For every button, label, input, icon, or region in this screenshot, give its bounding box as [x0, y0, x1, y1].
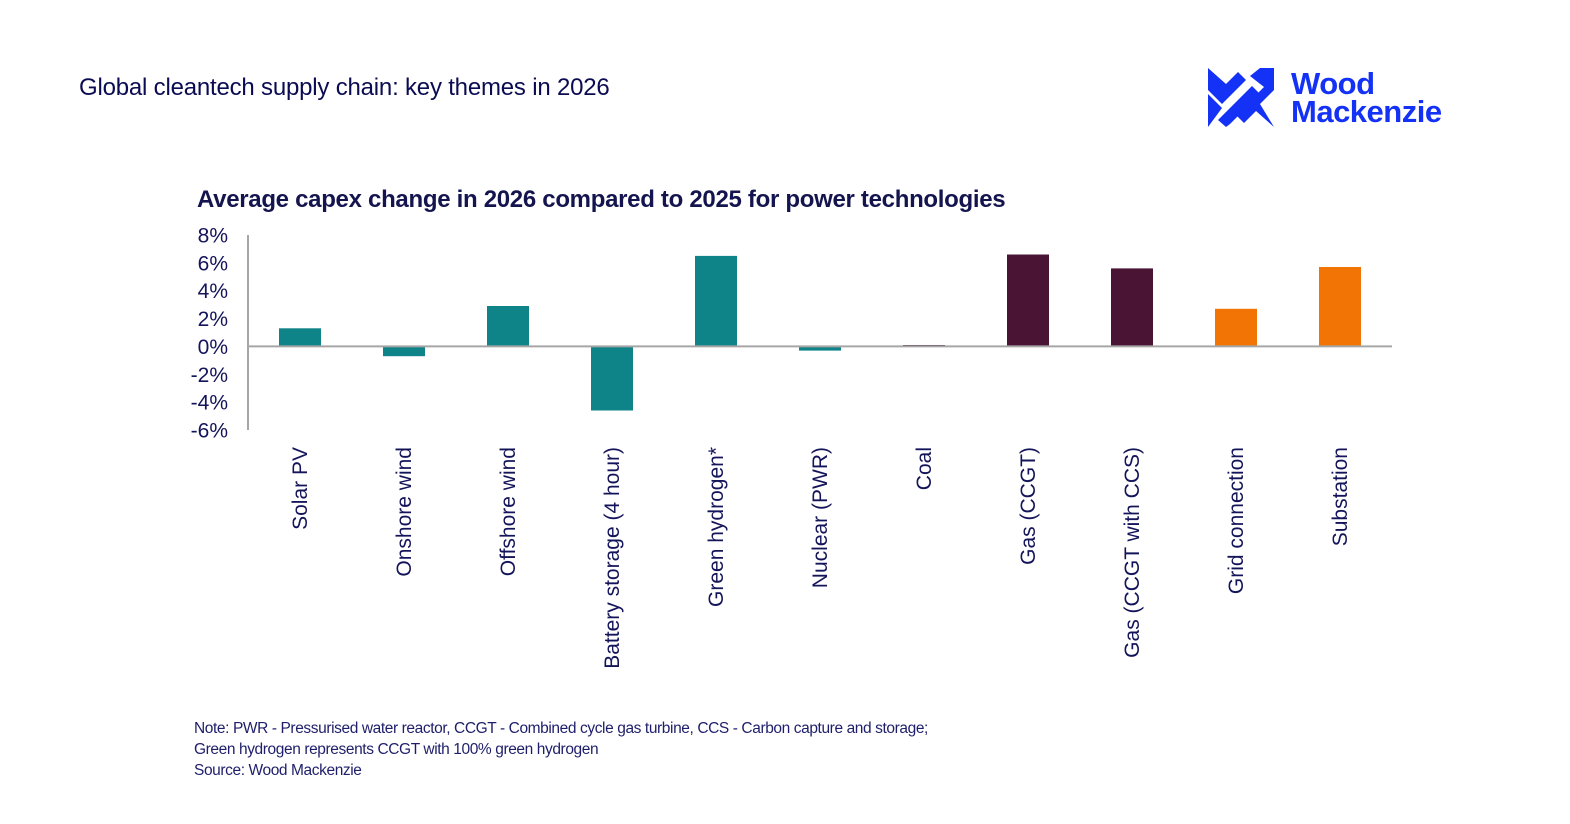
y-tick-label: -2% [191, 364, 228, 387]
bars-group [279, 254, 1361, 411]
x-tick-label: Onshore wind [393, 447, 416, 577]
note-abbreviations: Note: PWR - Pressurised water reactor, C… [194, 720, 928, 737]
bar-offshore-wind [487, 306, 529, 347]
x-tick-label: Green hydrogen* [705, 447, 728, 607]
bar-nuclear-pwr [799, 346, 841, 351]
source-note: Source: Wood Mackenzie [194, 762, 362, 779]
x-tick-label: Grid connection [1225, 447, 1248, 594]
bar-onshore-wind [383, 346, 425, 357]
axes-group [247, 235, 1392, 430]
logo-line-2: Mackenzie [1291, 93, 1442, 129]
y-tick-label: 6% [198, 252, 228, 275]
x-tick-label: Gas (CCGT) [1017, 447, 1040, 565]
y-tick-labels: 8% 6% 4% 2% 0% -2% -4% -6% [191, 225, 228, 443]
x-tick-label: Nuclear (PWR) [809, 447, 832, 588]
y-tick-label: -6% [191, 420, 228, 443]
y-tick-label: 0% [198, 336, 228, 359]
bar-battery-storage-4-hour [591, 346, 633, 411]
y-tick-label: -4% [191, 392, 228, 415]
y-tick-label: 2% [198, 308, 228, 331]
wood-mackenzie-logo-icon [1208, 68, 1274, 127]
x-tick-labels: Solar PV Onshore wind Offshore wind Battery… [289, 447, 1352, 669]
x-tick-label: Gas (CCGT with CCS) [1121, 447, 1144, 658]
y-tick-label: 4% [198, 280, 228, 303]
chart-notes: Note: PWR - Pressurised water reactor, C… [194, 718, 928, 781]
x-tick-label: Battery storage (4 hour) [601, 447, 624, 669]
logo-wordmark: Wood Mackenzie [1291, 65, 1442, 129]
x-tick-label: Substation [1329, 447, 1352, 546]
bar-gas-ccgt [1007, 254, 1049, 347]
wood-mackenzie-logo: Wood Mackenzie [1208, 68, 1442, 127]
bar-substation [1319, 267, 1361, 347]
bar-grid-connection [1215, 308, 1257, 347]
bar-solar-pv [279, 328, 321, 347]
chart-title: Average capex change in 2026 compared to… [197, 186, 1006, 213]
x-tick-label: Offshore wind [497, 447, 520, 576]
x-tick-label: Solar PV [289, 447, 312, 530]
bar-green-hydrogen [695, 255, 737, 347]
y-tick-label: 8% [198, 225, 228, 248]
bar-gas-ccgt-with-ccs [1111, 268, 1153, 347]
x-tick-label: Coal [913, 447, 936, 490]
logo-line-1: Wood [1291, 65, 1375, 101]
page-title: Global cleantech supply chain: key theme… [79, 74, 610, 101]
note-green-hydrogen: Green hydrogen represents CCGT with 100%… [194, 741, 599, 758]
